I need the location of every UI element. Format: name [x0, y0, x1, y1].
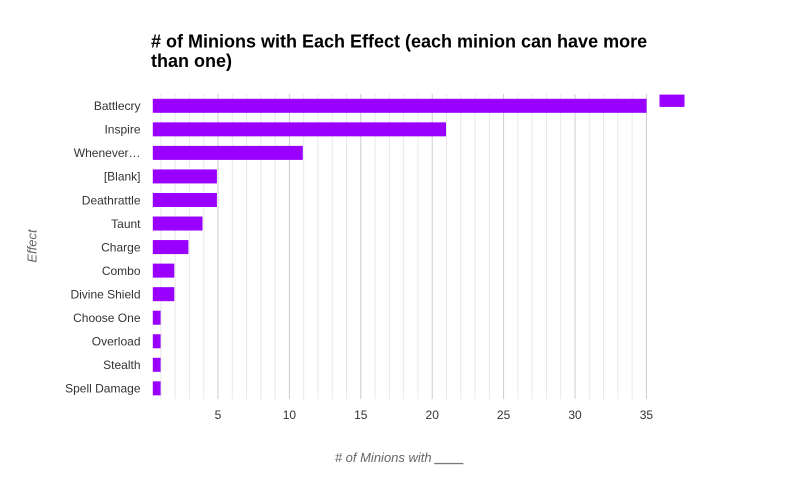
svg-text:# of Minions with Each Effect: # of Minions with Each Effect (each mini…: [151, 32, 647, 52]
svg-text:# of Minions with ____: # of Minions with ____: [335, 450, 464, 465]
svg-text:15: 15: [354, 408, 368, 422]
svg-text:Taunt: Taunt: [111, 217, 141, 231]
svg-text:35: 35: [640, 408, 654, 422]
svg-text:Charge: Charge: [101, 240, 141, 254]
svg-text:Combo: Combo: [102, 264, 141, 278]
svg-text:Whenever…: Whenever…: [74, 146, 141, 160]
svg-text:Effect: Effect: [25, 228, 40, 263]
svg-text:Stealth: Stealth: [103, 358, 140, 372]
svg-text:25: 25: [497, 408, 511, 422]
svg-text:Choose One: Choose One: [73, 311, 141, 325]
svg-text:20: 20: [426, 408, 440, 422]
svg-text:Battlecry: Battlecry: [94, 99, 141, 113]
svg-text:Divine Shield: Divine Shield: [70, 287, 140, 301]
svg-text:5: 5: [215, 408, 222, 422]
svg-text:Deathrattle: Deathrattle: [82, 193, 141, 207]
svg-text:10: 10: [283, 408, 297, 422]
svg-text:Spell Damage: Spell Damage: [65, 382, 141, 396]
svg-text:Overload: Overload: [92, 335, 141, 349]
svg-text:than one): than one): [151, 51, 232, 71]
svg-text:30: 30: [568, 408, 582, 422]
svg-text:Inspire: Inspire: [104, 123, 140, 137]
svg-text:[Blank]: [Blank]: [104, 170, 141, 184]
